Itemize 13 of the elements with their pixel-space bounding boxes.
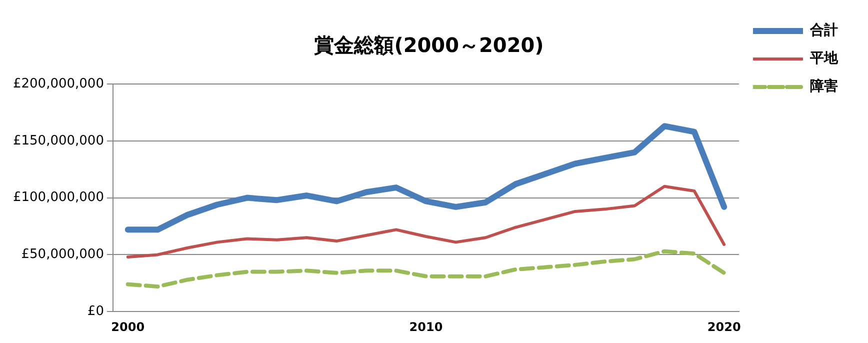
legend-label: 障害 [810, 78, 838, 95]
chart-title: 賞金総額(2000～2020) [314, 33, 544, 58]
legend-label: 平地 [809, 50, 839, 67]
y-tick-label: £0 [87, 304, 104, 319]
x-tick-label: 2010 [409, 320, 443, 334]
x-tick-label: 2000 [111, 320, 145, 334]
y-tick-label: £200,000,000 [12, 76, 104, 92]
y-tick-label: £50,000,000 [21, 247, 104, 262]
line-series [126, 249, 726, 289]
x-tick-label: 2020 [707, 320, 741, 334]
legend-label: 合計 [809, 22, 838, 39]
y-tick-label: £150,000,000 [12, 133, 104, 148]
y-tick-label: £100,000,000 [12, 190, 104, 206]
